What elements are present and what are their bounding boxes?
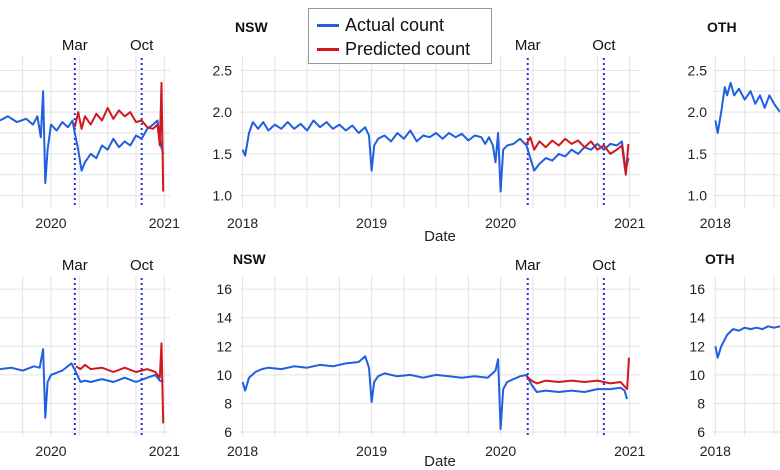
series-line-actual [241, 119, 630, 193]
panel-title: OTH [705, 251, 735, 267]
x-tick-label: 2019 [356, 215, 387, 231]
y-tick-label: 6 [224, 424, 232, 440]
series-line-predicted [525, 136, 630, 176]
event-label-oct: Oct [592, 257, 616, 274]
event-label-mar: Mar [515, 37, 541, 54]
x-tick-label: 2021 [149, 443, 180, 459]
x-tick-label: 2021 [149, 215, 180, 231]
series-line-predicted [75, 342, 165, 424]
legend: Actual count Predicted count [308, 8, 492, 64]
chart-panel-4: 2020 2021 Mar Oct [0, 257, 180, 459]
x-tick-label: 2018 [700, 443, 731, 459]
series-line-actual [0, 348, 164, 419]
event-label-oct: Oct [130, 257, 154, 274]
series-line-predicted [73, 81, 165, 192]
x-tick-label: 2020 [485, 215, 516, 231]
y-tick-label: 8 [697, 395, 705, 411]
y-tick-label: 1.0 [688, 188, 708, 204]
legend-label-actual: Actual count [345, 14, 445, 35]
panel-title: NSW [235, 19, 268, 35]
y-tick-label: 6 [697, 424, 705, 440]
chart-panel-1: 2020 2021 Mar Oct [0, 37, 180, 231]
panel-title: NSW [233, 251, 266, 267]
y-tick-label: 16 [216, 281, 232, 297]
x-axis-label: Date [424, 453, 456, 470]
x-tick-label: 2020 [35, 215, 66, 231]
event-label-oct: Oct [130, 37, 154, 54]
x-axis-label: Date [424, 228, 456, 245]
chart-panel-6: 6 8 10 12 14 16 2018 OTH [689, 251, 780, 459]
series-line-actual [714, 325, 780, 359]
event-label-mar: Mar [515, 257, 541, 274]
legend-swatch-actual [317, 23, 339, 27]
y-tick-label: 2.5 [688, 62, 708, 78]
legend-label-predicted: Predicted count [345, 38, 471, 59]
event-label-mar: Mar [62, 257, 88, 274]
x-tick-label: 2020 [485, 443, 516, 459]
chart-panel-5: 6 8 10 12 14 16 2018 2019 2020 2021 NSW Date Mar Oct [216, 251, 645, 470]
y-tick-label: 8 [224, 395, 232, 411]
series-line-actual [0, 90, 165, 185]
event-label-mar: Mar [62, 37, 88, 54]
x-tick-label: 2019 [356, 443, 387, 459]
y-tick-label: 1.0 [213, 188, 233, 204]
x-tick-label: 2021 [614, 443, 645, 459]
x-tick-label: 2018 [700, 215, 731, 231]
y-tick-label: 12 [689, 338, 705, 354]
series-line-actual [241, 355, 629, 431]
legend-swatch-predicted [317, 47, 339, 51]
x-tick-label: 2021 [614, 215, 645, 231]
x-tick-label: 2020 [35, 443, 66, 459]
series-line-actual [714, 81, 780, 134]
legend-item-predicted: Predicted count [317, 38, 470, 60]
y-tick-label: 2.5 [213, 62, 233, 78]
y-tick-label: 10 [689, 367, 705, 383]
y-tick-label: 10 [216, 367, 232, 383]
legend-item-actual: Actual count [317, 14, 444, 36]
y-tick-label: 1.5 [213, 146, 233, 162]
chart-panel-3: 1.0 1.5 2.0 2.5 2018 OTH [688, 19, 780, 231]
y-tick-label: 1.5 [688, 146, 708, 162]
x-tick-label: 2018 [227, 215, 258, 231]
y-tick-label: 2.0 [688, 104, 708, 120]
series-line-predicted [525, 357, 630, 391]
y-tick-label: 16 [689, 281, 705, 297]
x-tick-label: 2018 [227, 443, 258, 459]
y-tick-label: 14 [216, 310, 232, 326]
chart-panel-2: 1.0 1.5 2.0 2.5 2018 2019 2020 2021 NSW Date Mar Oc… [213, 19, 646, 245]
y-tick-label: 12 [216, 338, 232, 354]
y-tick-label: 14 [689, 310, 705, 326]
panel-title: OTH [707, 19, 737, 35]
y-tick-label: 2.0 [213, 104, 233, 120]
event-label-oct: Oct [592, 37, 616, 54]
